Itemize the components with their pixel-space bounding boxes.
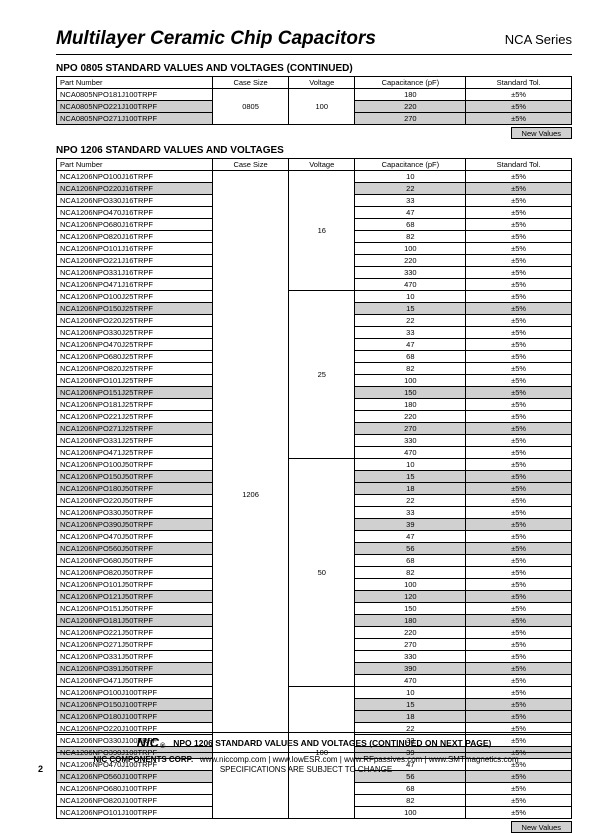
column-header: Standard Tol. — [466, 77, 572, 89]
series-label: NCA Series — [505, 32, 572, 47]
table-1206: Part NumberCase SizeVoltageCapacitance (… — [56, 158, 572, 819]
table-row: NCA0805NPO181J100TRPF0805100180±5% — [57, 89, 572, 101]
new-values-badge: New Values — [511, 821, 572, 833]
footer: NIC® NPO 1206 STANDARD VALUES AND VOLTAG… — [0, 732, 612, 774]
new-values-badge: New Values — [511, 127, 572, 139]
column-header: Part Number — [57, 77, 213, 89]
table-row: NCA1206NPO100J50TRPF5010±5% — [57, 459, 572, 471]
column-header: Part Number — [57, 159, 213, 171]
page-header: Multilayer Ceramic Chip Capacitors NCA S… — [56, 28, 572, 55]
nic-logo-icon: NIC® — [137, 735, 166, 750]
table-row: NCA1206NPO100J25TRPF2510±5% — [57, 291, 572, 303]
table-0805: Part NumberCase SizeVoltageCapacitance (… — [56, 76, 572, 125]
table-row: NCA1206NPO100J16TRPF12061610±5% — [57, 171, 572, 183]
column-header: Case Size — [213, 159, 289, 171]
section2-title: NPO 1206 STANDARD VALUES AND VOLTAGES — [56, 145, 572, 156]
column-header: Capacitance (pF) — [355, 77, 466, 89]
footer-links: NIC COMPONENTS CORP. www.niccomp.com | w… — [0, 755, 612, 764]
column-header: Capacitance (pF) — [355, 159, 466, 171]
table-row: NCA1206NPO100J100TRPF10010±5% — [57, 687, 572, 699]
column-header: Voltage — [289, 77, 355, 89]
column-header: Standard Tol. — [466, 159, 572, 171]
continue-label: NPO 1206 STANDARD VALUES AND VOLTAGES (C… — [173, 738, 491, 748]
page-title: Multilayer Ceramic Chip Capacitors — [56, 28, 376, 50]
footer-spec: SPECIFICATIONS ARE SUBJECT TO CHANGE — [0, 765, 612, 774]
column-header: Voltage — [289, 159, 355, 171]
section1-title: NPO 0805 STANDARD VALUES AND VOLTAGES (C… — [56, 63, 572, 74]
column-header: Case Size — [213, 77, 289, 89]
